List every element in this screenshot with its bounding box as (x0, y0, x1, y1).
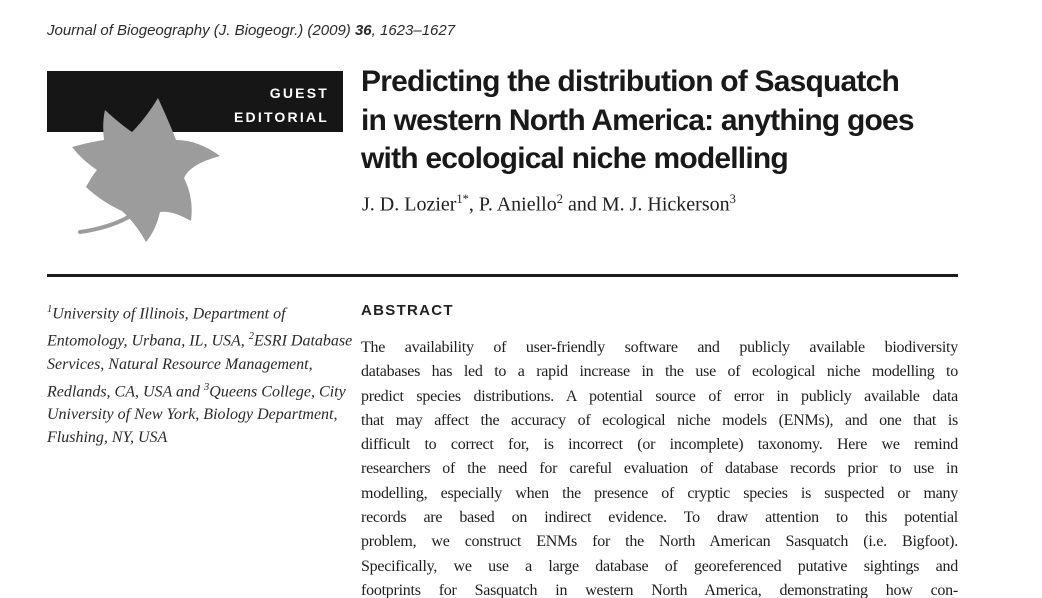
abstract-line: Specifically, we use a large database of… (361, 557, 958, 575)
author-3: and M. J. Hickerson (562, 193, 730, 216)
section-divider-rule (47, 274, 958, 277)
article-title: Predicting the distribution of Sasquatch… (361, 63, 967, 179)
affil-text-2: ESRI Database Services, Natural Resource… (47, 332, 353, 400)
badge-line-editorial: EDITORIAL (234, 109, 329, 125)
abstract-line: The availability of user-friendly softwa… (361, 339, 958, 356)
abstract-line: databases has led to a rapid increase in… (361, 363, 958, 381)
title-line-1: Predicting the distribution of Sasquatch (361, 65, 900, 98)
affil-mark-2: 2 (248, 331, 255, 343)
badge-line-guest: GUEST (269, 85, 329, 101)
affil-mark-1: 1 (47, 304, 53, 315)
abstract-heading: ABSTRACT (361, 302, 454, 319)
leaf-body (72, 98, 220, 242)
affil-mark-3: 3 (204, 381, 210, 393)
abstract-line: records are based on indirect evidence. … (361, 509, 958, 527)
abstract-line: problem, we construct ENMs for the North… (361, 533, 958, 551)
leaf-icon (72, 98, 220, 242)
journal-citation-text: Journal of Biogeography (J. Biogeogr.) (… (47, 22, 355, 39)
journal-volume: 36 (354, 22, 372, 39)
abstract-line: modelling, especially when the presence … (361, 484, 958, 502)
author-line: J. D. Lozier1*, P. Aniello2 and M. J. Hi… (362, 192, 736, 217)
journal-pages: , 1623–1627 (371, 22, 456, 39)
leaf-stem (78, 204, 146, 234)
author-1-affil-mark: 1* (456, 192, 469, 206)
abstract-body: The availability of user-friendly softwa… (361, 336, 958, 598)
abstract-line: that may affect the accuracy of ecologic… (361, 411, 958, 429)
abstract-line: researchers of the need for careful eval… (361, 460, 958, 478)
author-2-affil-mark: 2 (556, 192, 563, 206)
abstract-line: predict species distributions. A potenti… (361, 387, 958, 405)
author-1: J. D. Lozier (362, 193, 457, 216)
title-line-2: in western North America: anything goes (361, 103, 915, 137)
journal-citation: Journal of Biogeography (J. Biogeogr.) (… (47, 22, 455, 39)
author-3-affil-mark: 3 (729, 192, 736, 206)
author-2: , P. Aniello (468, 193, 557, 216)
affil-text-1: University of Illinois, Department of En… (47, 305, 286, 350)
guest-editorial-badge: GUEST EDITORIAL (47, 71, 343, 132)
affil-text-3: Queens College, City University of New Y… (47, 382, 346, 446)
affiliations-block: 1University of Illinois, Department of E… (47, 298, 355, 449)
title-line-3: with ecological niche modelling (361, 142, 789, 175)
abstract-line: footprints for Sasquatch in western Nort… (361, 581, 958, 598)
abstract-line: difficult to correct for, is incorrect (… (361, 436, 958, 454)
